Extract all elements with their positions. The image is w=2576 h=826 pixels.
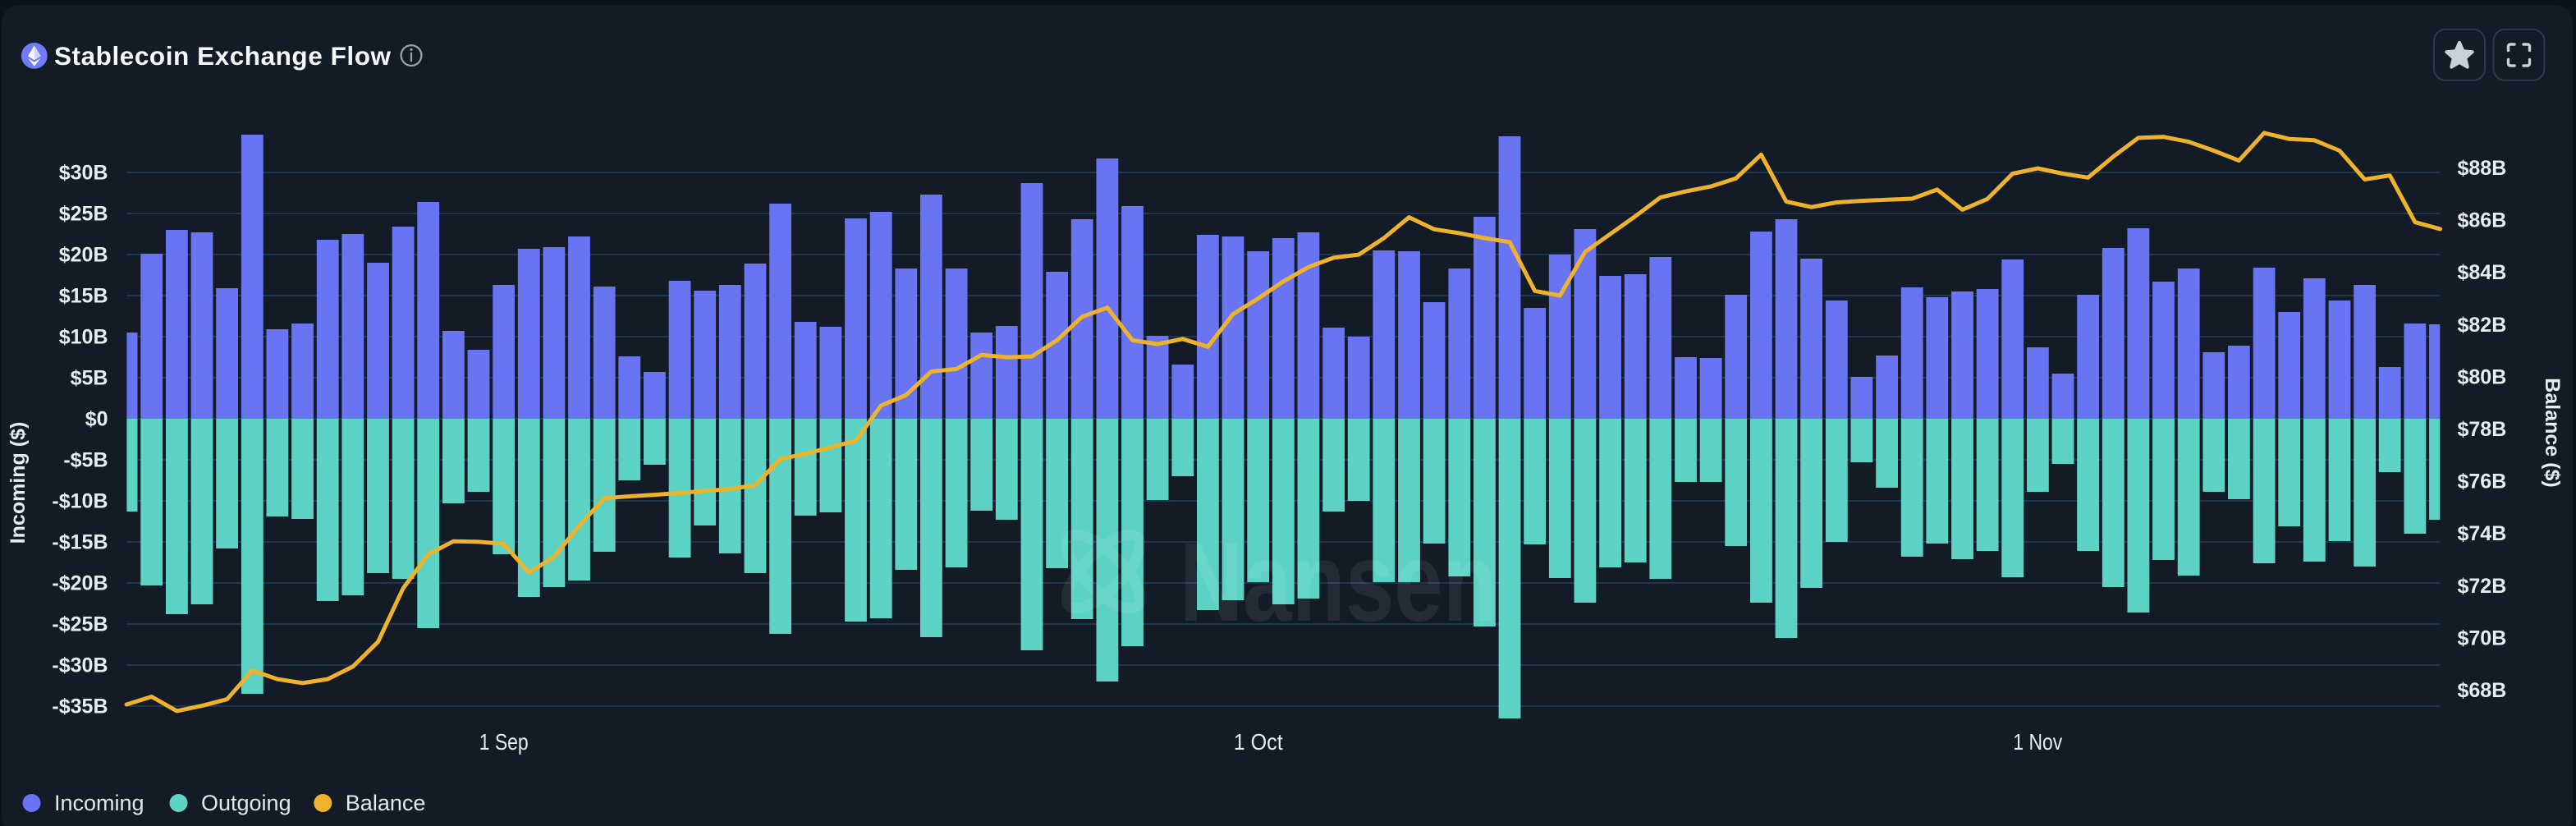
svg-text:$68B: $68B [2458,679,2507,702]
svg-text:$10B: $10B [59,326,108,349]
svg-text:$82B: $82B [2458,314,2507,337]
svg-text:$30B: $30B [59,162,108,185]
svg-text:$86B: $86B [2458,209,2507,232]
svg-text:$76B: $76B [2458,470,2507,493]
svg-text:-$35B: -$35B [52,695,108,718]
svg-text:$88B: $88B [2458,157,2507,180]
svg-text:$84B: $84B [2458,261,2507,284]
svg-text:Balance ($): Balance ($) [2541,378,2564,487]
svg-text:-$5B: -$5B [63,449,108,472]
svg-text:$78B: $78B [2458,418,2507,441]
svg-text:-$10B: -$10B [52,490,108,513]
svg-text:-$20B: -$20B [52,572,108,595]
svg-text:1 Oct: 1 Oct [1234,729,1283,755]
svg-text:-$15B: -$15B [52,531,108,554]
svg-text:Balance: Balance [346,791,426,815]
svg-text:$70B: $70B [2458,626,2507,649]
svg-text:$15B: $15B [59,285,108,308]
svg-text:$80B: $80B [2458,365,2507,388]
svg-text:Outgoing: Outgoing [201,791,291,815]
svg-text:$20B: $20B [59,244,108,267]
svg-text:1 Nov: 1 Nov [2013,729,2062,755]
svg-text:$5B: $5B [71,367,108,390]
svg-text:$72B: $72B [2458,575,2507,598]
svg-text:-$25B: -$25B [52,613,108,636]
svg-text:1 Sep: 1 Sep [479,729,529,755]
svg-text:Nansen: Nansen [1180,520,1497,645]
svg-text:$0: $0 [85,408,108,431]
svg-text:$74B: $74B [2458,522,2507,545]
svg-text:$25B: $25B [59,203,108,226]
svg-text:Incoming: Incoming [54,791,144,815]
svg-text:Incoming ($): Incoming ($) [7,422,30,544]
svg-text:-$30B: -$30B [52,654,108,677]
svg-text:Stablecoin Exchange Flow: Stablecoin Exchange Flow [54,41,392,71]
